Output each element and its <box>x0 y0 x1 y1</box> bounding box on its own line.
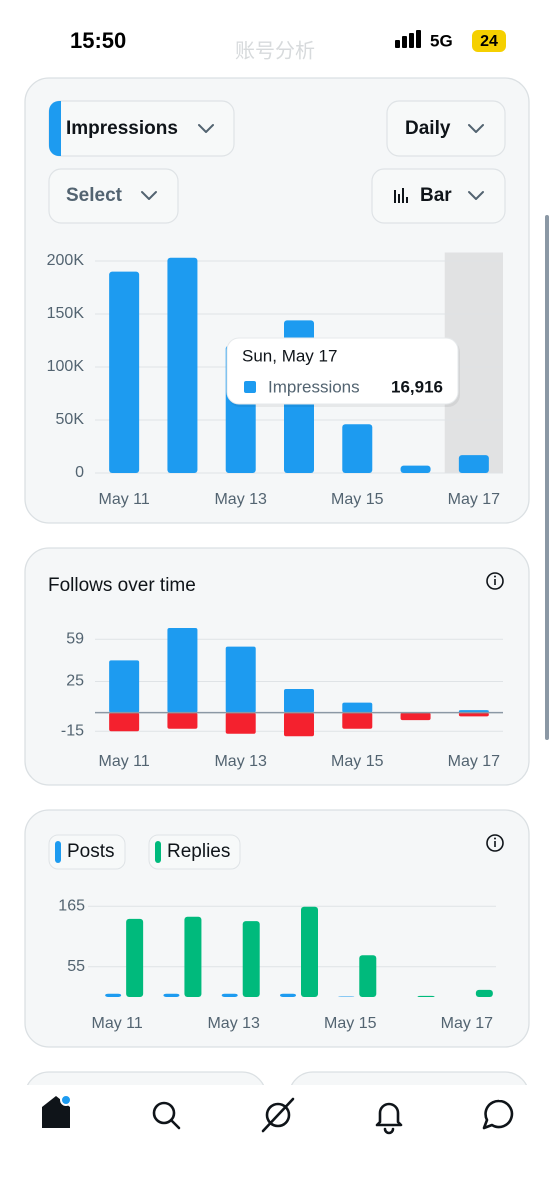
bar <box>184 916 202 997</box>
legend-swatch <box>55 841 61 863</box>
legend-pill <box>48 834 126 870</box>
nav-bar <box>0 1085 554 1200</box>
y-tick-label: 50K <box>56 411 85 428</box>
bar <box>284 688 314 713</box>
y-tick-label: 55 <box>67 958 85 975</box>
bar <box>400 712 431 721</box>
bar <box>105 993 122 997</box>
tooltip-title: Sun, May 17 <box>242 346 337 365</box>
info-icon[interactable] <box>486 834 504 852</box>
bar <box>225 712 256 734</box>
dropdown-label: Impressions <box>66 118 178 139</box>
x-tick-label: May 11 <box>92 1015 143 1032</box>
tooltip-swatch <box>244 381 256 393</box>
bar <box>417 995 435 997</box>
x-tick-label: May 17 <box>441 1015 494 1032</box>
chart-title: Follows over time <box>48 575 196 596</box>
signal-icon <box>395 30 421 48</box>
bar <box>458 455 489 473</box>
x-tick-label: May 11 <box>99 491 150 508</box>
bar <box>342 424 373 473</box>
x-tick-label: May 11 <box>99 753 150 770</box>
bar <box>400 465 431 473</box>
bar <box>109 712 140 732</box>
legend-pill <box>148 834 241 870</box>
scrollbar <box>545 215 549 740</box>
nav-notifications[interactable] <box>375 1102 403 1135</box>
x-tick-label: May 15 <box>331 753 384 770</box>
y-tick-label: 100K <box>47 358 85 375</box>
card <box>24 809 530 1048</box>
bar <box>342 712 373 729</box>
bar <box>359 955 377 997</box>
legend-label: Replies <box>167 841 230 862</box>
x-tick-label: May 13 <box>214 753 267 770</box>
y-tick-label: 150K <box>47 305 85 322</box>
y-tick-label: 165 <box>58 897 85 914</box>
bar <box>126 918 144 997</box>
metric-dropdown[interactable]: Impressions <box>48 100 235 157</box>
bar <box>109 271 140 473</box>
bar <box>242 921 260 997</box>
bar <box>225 646 256 713</box>
x-tick-label: May 17 <box>448 753 501 770</box>
card <box>24 547 530 786</box>
status-time: 15:50 <box>70 28 126 53</box>
bar <box>338 996 355 997</box>
y-tick-label: -15 <box>61 723 84 740</box>
x-tick-label: May 15 <box>331 491 384 508</box>
y-tick-label: 25 <box>66 673 84 690</box>
bar <box>342 702 373 713</box>
bar <box>301 906 318 997</box>
x-tick-label: May 13 <box>214 491 267 508</box>
x-tick-label: May 13 <box>207 1015 260 1032</box>
legend-label: Posts <box>67 841 115 862</box>
dropdown-label: Select <box>66 185 123 206</box>
nav-grok[interactable] <box>261 1097 295 1133</box>
bar <box>221 993 238 997</box>
tooltip-value: 16,916 <box>391 377 443 396</box>
battery-level: 24 <box>480 33 498 50</box>
info-icon[interactable] <box>486 572 504 590</box>
dropdown-label: Daily <box>405 118 451 139</box>
bar <box>167 257 198 473</box>
bar <box>167 628 198 713</box>
legend-swatch <box>155 841 161 863</box>
filter-dropdown[interactable]: Select <box>48 168 179 224</box>
bar <box>475 989 493 997</box>
y-tick-label: 59 <box>66 630 84 647</box>
nav-messages[interactable] <box>482 1099 514 1130</box>
bar <box>284 712 314 737</box>
x-tick-label: May 17 <box>448 491 501 508</box>
x-tick-label: May 15 <box>324 1015 377 1032</box>
bar <box>167 712 198 729</box>
nav-home[interactable] <box>42 1094 72 1128</box>
y-tick-label: 0 <box>75 464 84 481</box>
tooltip <box>226 337 459 405</box>
battery <box>472 30 506 52</box>
bar <box>109 660 140 713</box>
style-dropdown[interactable]: Bar <box>371 168 506 224</box>
bar <box>163 993 180 997</box>
nav-search[interactable] <box>152 1101 181 1130</box>
period-dropdown[interactable]: Daily <box>386 100 506 157</box>
bar <box>458 712 489 717</box>
header-title: 账号分析 <box>235 39 315 62</box>
network-type: 5G <box>430 31 453 50</box>
dropdown-label: Bar <box>420 185 452 206</box>
y-tick-label: 200K <box>47 252 85 269</box>
bar <box>280 993 296 997</box>
tooltip-label: Impressions <box>268 377 360 396</box>
